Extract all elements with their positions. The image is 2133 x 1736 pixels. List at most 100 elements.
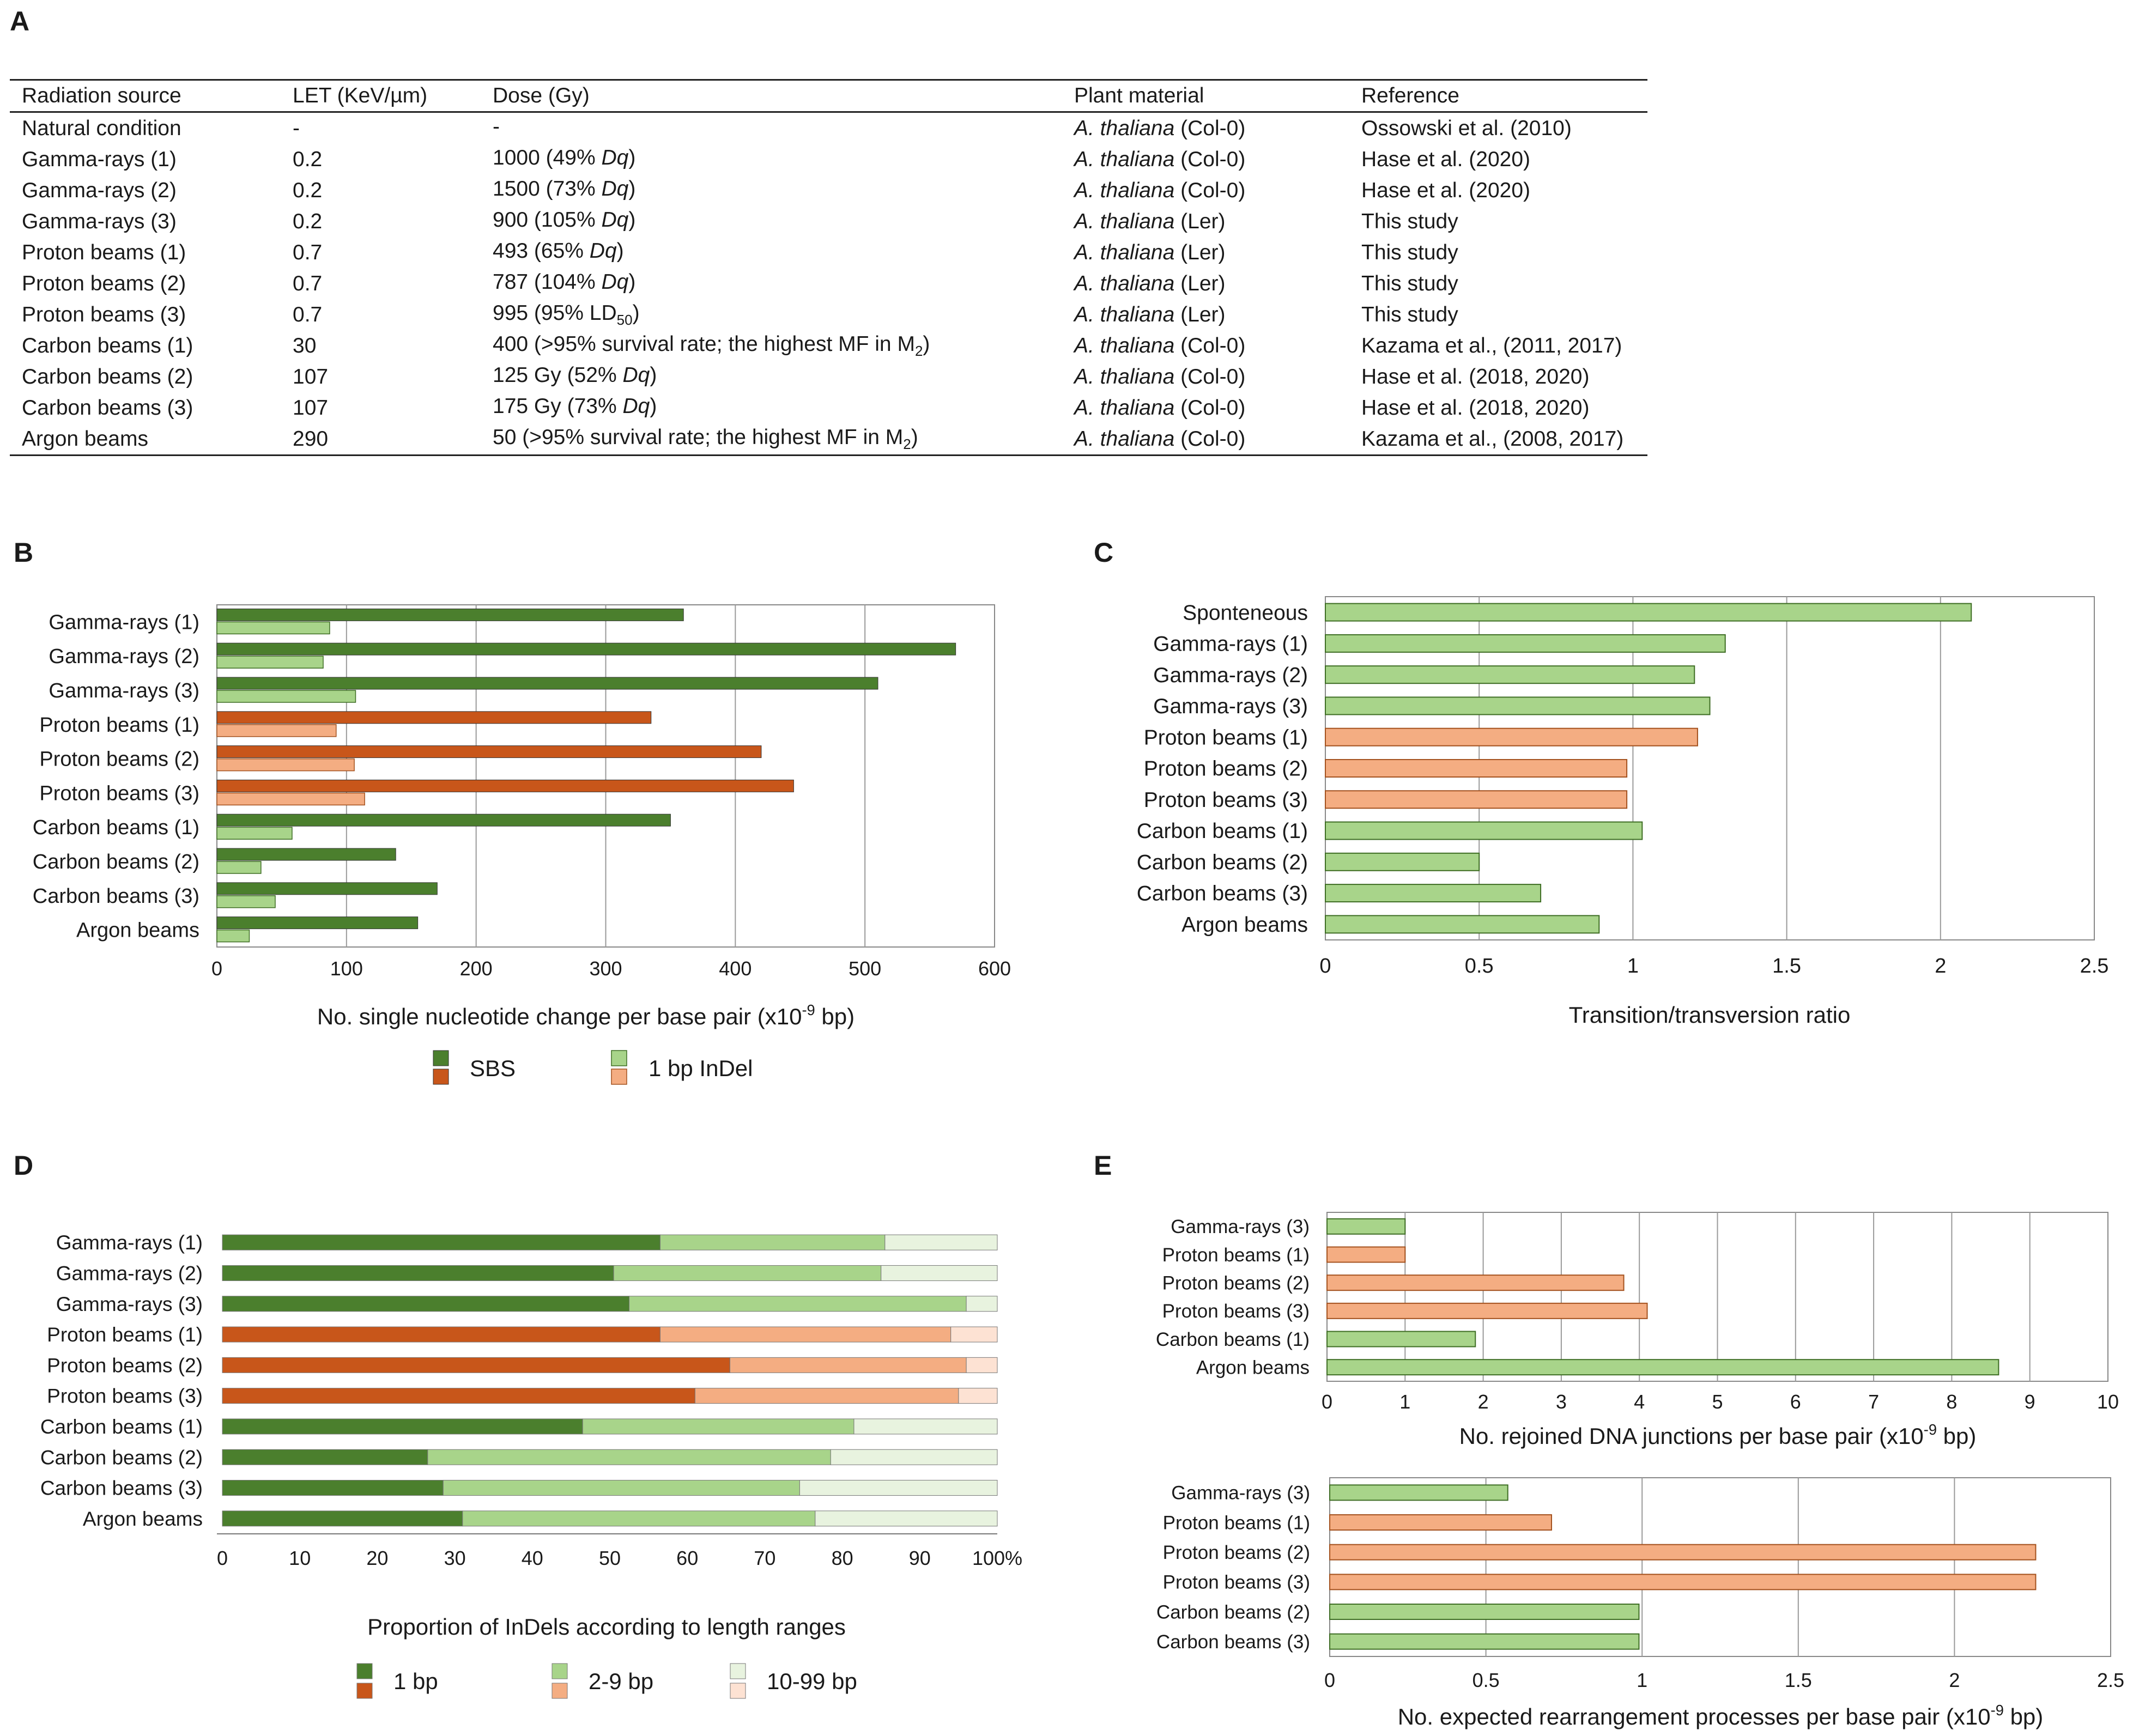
cell-let: 0.7: [281, 237, 481, 268]
plant-species: A. thaliana: [1074, 333, 1175, 357]
category-label: Proton beams (1): [1144, 726, 1308, 749]
dose-italic: Dq: [601, 208, 629, 232]
bar-C: [1325, 603, 1972, 622]
cell-dose: 125 Gy (52% Dq): [481, 361, 1062, 392]
bar-segment-1-bp: [222, 1449, 428, 1465]
x-tick-label: 400: [719, 957, 752, 980]
x-tick-label: 2: [1478, 1391, 1489, 1413]
cell-plant: A. thaliana (Col-0): [1062, 392, 1349, 423]
x-tick-label: 2: [1949, 1669, 1960, 1691]
panel-c-letter: C: [1094, 537, 1114, 568]
dose-text: 1000 (49%: [493, 145, 602, 169]
table-row: Argon beams 290 50 (>95% survival rate; th…: [10, 423, 1647, 456]
plant-accession: (Col-0): [1174, 333, 1246, 357]
category-label: Gamma-rays (3): [1171, 1483, 1310, 1504]
bar-sbs: [216, 779, 794, 792]
bar-indel: [216, 690, 356, 703]
x-axis-title-e2-exponent: -9: [1991, 1702, 2004, 1719]
cell-reference: Hase et al. (2018, 2020): [1349, 361, 1647, 392]
bar-indel: [216, 792, 365, 806]
dose-italic: Dq: [589, 239, 617, 263]
cell-source: Natural condition: [10, 112, 281, 144]
category-label: Proton beams (1): [1162, 1245, 1310, 1266]
bar-indel: [216, 758, 355, 772]
plant-accession: (Col-0): [1174, 147, 1246, 171]
x-tick-label: 10: [2097, 1391, 2119, 1413]
bar-sbs: [216, 745, 762, 758]
bar-segment-2-9-bp: [443, 1480, 800, 1496]
category-label: Proton beams (3): [47, 1385, 203, 1407]
cell-plant: A. thaliana (Col-0): [1062, 144, 1349, 175]
bar-segment-2-9-bp: [427, 1449, 831, 1465]
x-tick-label: 2: [1935, 955, 1946, 978]
dose-italic: Dq: [622, 363, 650, 387]
x-axis-title-b-main: No. single nucleotide change per base pa…: [317, 1004, 802, 1029]
category-label: Gamma-rays (3): [49, 679, 199, 702]
bar-segment-2-9-bp: [694, 1388, 959, 1404]
dose-italic: Dq: [601, 145, 629, 169]
cell-dose: 175 Gy (73% Dq): [481, 392, 1062, 423]
header-let: LET (KeV/µm): [293, 84, 428, 107]
x-tick-label: 20: [366, 1547, 388, 1569]
dose-italic: Dq: [601, 270, 629, 294]
table-row: Carbon beams (1) 30 400 (>95% survival rat…: [10, 330, 1647, 361]
let-text: 107: [293, 365, 329, 389]
x-axis-title-e1: No. rejoined DNA junctions per base pair…: [1459, 1421, 1977, 1449]
category-label: Proton beams (2): [1163, 1542, 1310, 1563]
header-reference: Reference: [1361, 84, 1459, 107]
cell-dose: 400 (>95% survival rate; the highest MF …: [481, 330, 1062, 361]
bar-indel: [216, 724, 337, 737]
cell-source: Proton beams (3): [10, 299, 281, 330]
dose-close: ): [632, 301, 640, 325]
cell-let: 30: [281, 330, 481, 361]
bar-E1: [1326, 1274, 1625, 1291]
table-row: Natural condition - - A. thaliana (Col-0) Os…: [10, 112, 1647, 144]
cell-let: 0.7: [281, 299, 481, 330]
plant-species: A. thaliana: [1074, 396, 1175, 420]
plant-species: A. thaliana: [1074, 365, 1175, 389]
plant-species: A. thaliana: [1074, 147, 1175, 171]
x-tick-label: 4: [1634, 1391, 1645, 1413]
bar-C: [1325, 634, 1726, 653]
dose-text: 125 Gy (52%: [493, 363, 623, 387]
radiation-table-panel: Radiation source LET (KeV/µm) Dose (Gy) …: [10, 79, 1647, 456]
cell-let: 107: [281, 361, 481, 392]
dose-subscript: 2: [903, 435, 911, 452]
legend-swatch-proton: [552, 1683, 568, 1699]
dose-close: ): [650, 394, 657, 418]
category-label: Carbon beams (3): [1137, 882, 1308, 906]
bar-C: [1325, 727, 1698, 746]
bar-segment-1-bp: [222, 1388, 695, 1404]
cell-source: Carbon beams (1): [10, 330, 281, 361]
dose-close: ): [628, 208, 636, 232]
x-tick-label: 0: [1319, 955, 1331, 978]
bar-E2: [1329, 1604, 1640, 1620]
legend-swatch-indel-gamma: [611, 1050, 627, 1066]
let-text: 0.2: [293, 178, 323, 202]
reference-text: Hase et al. (2018, 2020): [1361, 365, 1590, 389]
legend-swatch-sbs-proton: [433, 1069, 449, 1085]
cell-reference: Ossowski et al. (2010): [1349, 112, 1647, 144]
bar-indel: [216, 621, 330, 635]
table-row: Proton beams (2) 0.7 787 (104% Dq) A. thali…: [10, 268, 1647, 299]
reference-text: Hase et al. (2020): [1361, 147, 1531, 171]
cell-let: 0.2: [281, 206, 481, 237]
bar-E1: [1326, 1218, 1406, 1235]
cell-reference: This study: [1349, 206, 1647, 237]
reference-text: This study: [1361, 271, 1458, 295]
bar-C: [1325, 665, 1695, 684]
dose-text: 175 Gy (73%: [493, 394, 623, 418]
bar-segment-2-9-bp: [629, 1296, 967, 1312]
source-text: Proton beams (1): [22, 240, 186, 264]
bar-segment-10-99-bp: [966, 1296, 998, 1312]
source-text: Carbon beams (2): [22, 365, 193, 389]
category-label: Carbon beams (1): [1137, 820, 1308, 843]
category-label: Argon beams: [1181, 913, 1308, 937]
legend-label-indel: 1 bp InDel: [649, 1055, 753, 1081]
category-label: Proton beams (3): [1163, 1572, 1310, 1593]
x-tick-label: 600: [978, 957, 1011, 980]
cell-let: 0.2: [281, 175, 481, 206]
legend-label: 2-9 bp: [589, 1668, 653, 1694]
bar-E1: [1326, 1246, 1406, 1263]
